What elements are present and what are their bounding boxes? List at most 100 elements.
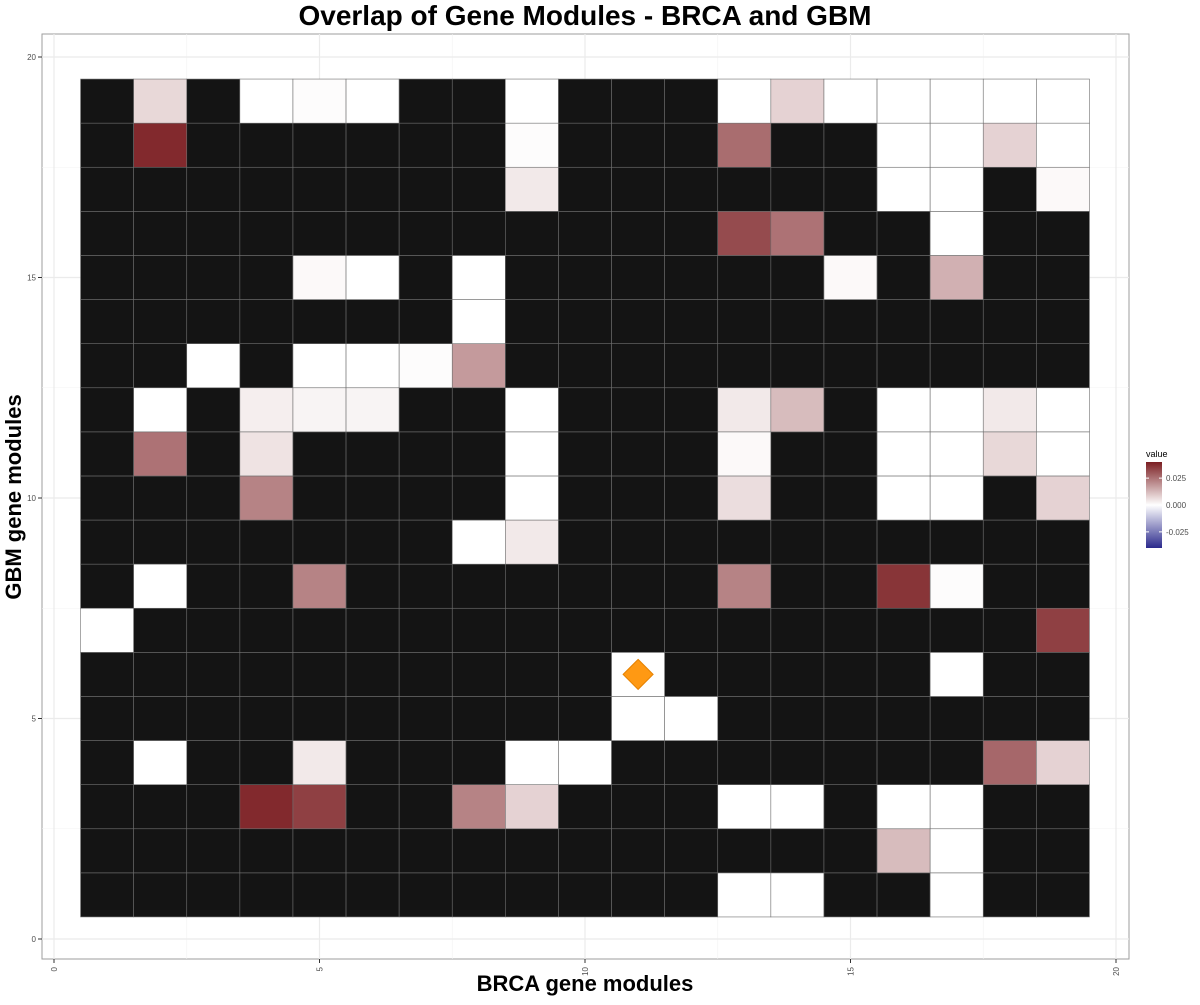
heatmap-tile (929, 872, 984, 918)
x-tick-label: 10 (581, 966, 590, 975)
heatmap-tile (186, 872, 241, 918)
heatmap-tile (292, 652, 347, 697)
heatmap-tile (717, 299, 772, 344)
heatmap-tile (186, 387, 241, 433)
y-tick-label: 15 (27, 274, 36, 283)
heatmap-tile (611, 607, 665, 653)
heatmap-tile (876, 255, 931, 300)
heatmap-tile (611, 387, 665, 433)
heatmap-tile (505, 652, 559, 697)
heatmap-tile (1036, 343, 1090, 389)
heatmap-tile (770, 740, 825, 785)
heatmap-tile (1036, 122, 1090, 168)
heatmap-tile (929, 122, 984, 168)
heatmap-tile (664, 828, 719, 874)
x-tick-label: 20 (1112, 966, 1121, 975)
heatmap-tile (239, 872, 294, 918)
heatmap-tile (133, 211, 188, 256)
heatmap-tile (823, 299, 878, 344)
heatmap-tile (133, 519, 188, 565)
heatmap-tile (80, 740, 134, 785)
heatmap-tile (133, 607, 188, 653)
heatmap-tile (505, 166, 559, 212)
heatmap-tile (717, 696, 772, 741)
heatmap-tile (929, 431, 984, 477)
heatmap-tile (239, 563, 294, 609)
heatmap-tile (505, 740, 559, 785)
heatmap-tile (239, 343, 294, 389)
heatmap-tile (398, 122, 453, 168)
heatmap-tile (292, 255, 347, 300)
heatmap-tile (823, 652, 878, 697)
heatmap-tile (823, 122, 878, 168)
heatmap-tile (717, 652, 772, 697)
heatmap-tile (345, 872, 400, 918)
heatmap-tile (558, 563, 612, 609)
heatmap-tile (770, 652, 825, 697)
heatmap-tile (876, 872, 931, 918)
heatmap-tile (929, 563, 984, 609)
heatmap-tile (664, 343, 719, 389)
heatmap-tile (929, 607, 984, 653)
heatmap-tile (876, 519, 931, 565)
heatmap-tile (770, 122, 825, 168)
heatmap-tile (823, 255, 878, 300)
y-tick-label: 10 (27, 494, 36, 503)
heatmap-tile (345, 255, 400, 300)
heatmap-tile (876, 784, 931, 830)
heatmap-tile (451, 696, 506, 741)
heatmap-tile (611, 431, 665, 477)
heatmap-tile (929, 211, 984, 256)
heatmap-tile (929, 343, 984, 389)
heatmap-tile (80, 563, 134, 609)
heatmap-tile (558, 78, 612, 124)
heatmap-tile (717, 872, 772, 918)
heatmap-tile (80, 828, 134, 874)
x-tick-label: 0 (50, 966, 59, 971)
heatmap-tile (186, 696, 241, 741)
heatmap-tile (345, 652, 400, 697)
heatmap-tile (770, 872, 825, 918)
heatmap-tile (876, 431, 931, 477)
heatmap-tile (451, 563, 506, 609)
heatmap-tile (558, 255, 612, 300)
heatmap-tile (558, 872, 612, 918)
heatmap-tile (664, 431, 719, 477)
heatmap-tile (451, 431, 506, 477)
heatmap-tile (505, 299, 559, 344)
heatmap-tile (505, 475, 559, 521)
heatmap-tile (717, 122, 772, 168)
y-tick-label: 0 (32, 935, 37, 944)
heatmap-tile (611, 166, 665, 212)
legend-colorbar (1146, 462, 1162, 548)
heatmap-tile (451, 652, 506, 697)
heatmap-tile (770, 431, 825, 477)
heatmap-tile (239, 828, 294, 874)
heatmap-tile (398, 740, 453, 785)
heatmap-tile (558, 696, 612, 741)
heatmap-tile (876, 475, 931, 521)
heatmap-tile (451, 784, 506, 830)
heatmap-tile (451, 740, 506, 785)
heatmap-tile (664, 78, 719, 124)
heatmap-tile (823, 828, 878, 874)
heatmap-tile (770, 211, 825, 256)
legend-label: -0.025 (1166, 528, 1189, 537)
heatmap-tile (823, 696, 878, 741)
heatmap-tile (398, 872, 453, 918)
heatmap-tile (345, 828, 400, 874)
heatmap-tile (292, 784, 347, 830)
heatmap-tile (186, 607, 241, 653)
heatmap-tile (611, 343, 665, 389)
chart-title: Overlap of Gene Modules - BRCA and GBM (298, 0, 871, 31)
heatmap-tile (292, 78, 347, 124)
heatmap-tile (1036, 431, 1090, 477)
heatmap-tile (982, 343, 1037, 389)
heatmap-tile (80, 652, 134, 697)
heatmap-tile (611, 211, 665, 256)
heatmap-tile (398, 607, 453, 653)
heatmap-tile (876, 78, 931, 124)
heatmap-tile (451, 828, 506, 874)
heatmap-tile (345, 299, 400, 344)
heatmap-tile (1036, 696, 1090, 741)
